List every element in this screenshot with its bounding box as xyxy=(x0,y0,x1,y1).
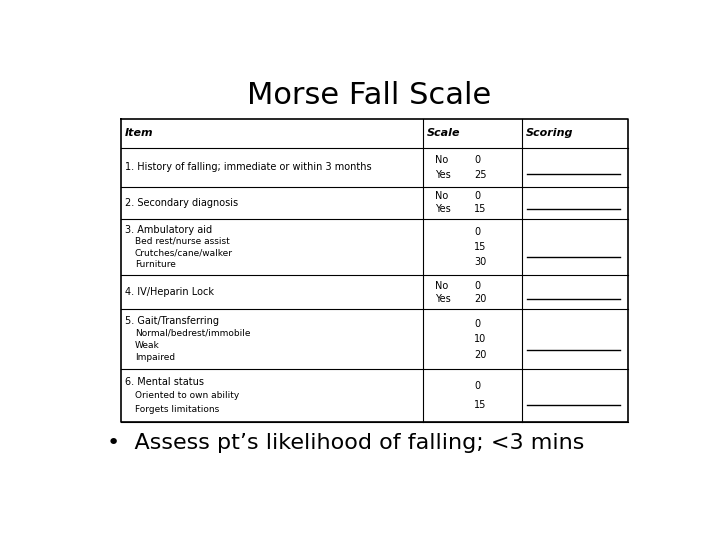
Text: Impaired: Impaired xyxy=(135,353,175,362)
Text: 1. History of falling; immediate or within 3 months: 1. History of falling; immediate or with… xyxy=(125,163,372,172)
Text: 0: 0 xyxy=(474,227,480,238)
Text: Item: Item xyxy=(125,129,154,138)
Text: Crutches/cane/walker: Crutches/cane/walker xyxy=(135,248,233,258)
Text: No: No xyxy=(435,154,448,165)
Text: 25: 25 xyxy=(474,170,487,180)
Text: 0: 0 xyxy=(474,281,480,291)
Text: 6. Mental status: 6. Mental status xyxy=(125,377,204,387)
Text: 30: 30 xyxy=(474,257,487,267)
Text: 3. Ambulatory aid: 3. Ambulatory aid xyxy=(125,225,212,234)
Text: 15: 15 xyxy=(474,400,487,410)
Text: Yes: Yes xyxy=(435,294,451,304)
Text: 20: 20 xyxy=(474,350,487,360)
Text: 2. Secondary diagnosis: 2. Secondary diagnosis xyxy=(125,198,238,208)
Text: 4. IV/Heparin Lock: 4. IV/Heparin Lock xyxy=(125,287,214,298)
Text: 20: 20 xyxy=(474,294,487,304)
Text: •  Assess pt’s likelihood of falling; <3 mins: • Assess pt’s likelihood of falling; <3 … xyxy=(107,433,584,453)
Text: No: No xyxy=(435,191,448,201)
Text: 15: 15 xyxy=(474,242,487,252)
Text: 10: 10 xyxy=(474,334,487,344)
Text: Scoring: Scoring xyxy=(526,129,574,138)
Text: Yes: Yes xyxy=(435,170,451,180)
Text: Yes: Yes xyxy=(435,204,451,214)
Text: 5. Gait/Transferring: 5. Gait/Transferring xyxy=(125,315,219,326)
Text: Oriented to own ability: Oriented to own ability xyxy=(135,392,239,400)
Text: 0: 0 xyxy=(474,381,480,391)
Text: Weak: Weak xyxy=(135,341,159,350)
Text: Furniture: Furniture xyxy=(135,260,176,269)
Text: Bed rest/nurse assist: Bed rest/nurse assist xyxy=(135,237,230,246)
Text: Scale: Scale xyxy=(427,129,461,138)
Text: Morse Fall Scale: Morse Fall Scale xyxy=(247,82,491,111)
Text: Normal/bedrest/immobile: Normal/bedrest/immobile xyxy=(135,328,250,338)
Text: 0: 0 xyxy=(474,154,480,165)
Text: 0: 0 xyxy=(474,319,480,328)
Text: No: No xyxy=(435,281,448,291)
Text: 0: 0 xyxy=(474,191,480,201)
Text: Forgets limitations: Forgets limitations xyxy=(135,405,219,414)
Text: 15: 15 xyxy=(474,204,487,214)
